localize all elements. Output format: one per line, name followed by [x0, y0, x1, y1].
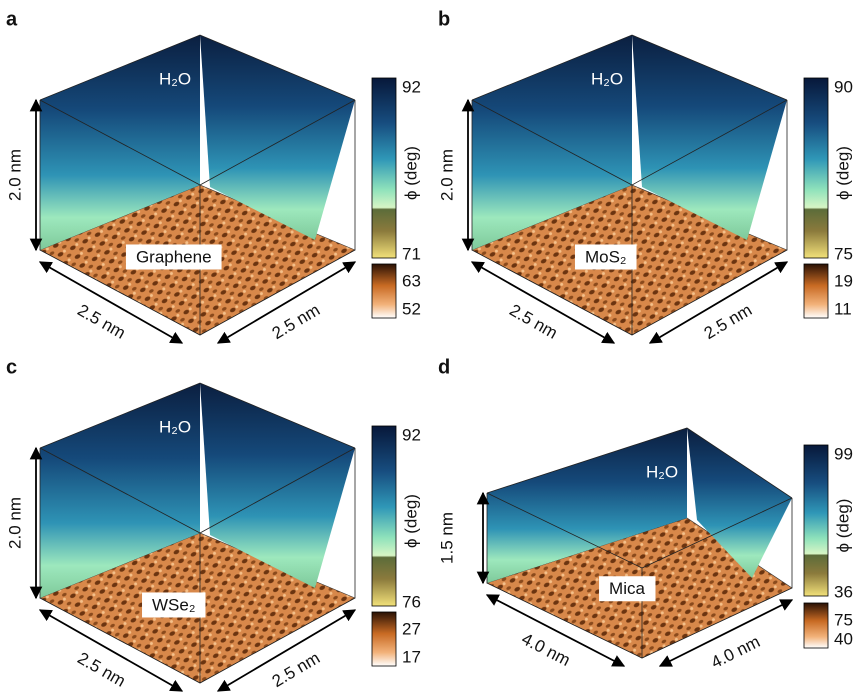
width-arrow: [38, 609, 184, 692]
colorbar-water: [371, 425, 397, 607]
panel: c H₂O WSe₂ 2.0 nm 2.5 nm 2.5 nm 92 76 27 17 ϕ (deg…: [5, 356, 421, 692]
depth-arrow: [216, 609, 357, 692]
water-label: H₂O: [159, 69, 191, 88]
width-label: 2.5 nm: [506, 300, 561, 342]
colorbar-tick-label: 92: [402, 425, 421, 444]
water-label: H₂O: [591, 69, 623, 88]
colorbar-surface: [803, 602, 829, 649]
colorbar-tick-label: 71: [402, 244, 421, 263]
colorbar-tick-label: 36: [834, 582, 853, 601]
water-wall-right: [687, 428, 792, 578]
colorbar-tick-label: 99: [834, 444, 853, 463]
colorbar-label: ϕ (deg): [833, 499, 852, 553]
width-arrow: [470, 261, 616, 344]
depth-arrow: [648, 261, 789, 344]
colorbar-tick-label: 63: [402, 271, 421, 290]
colorbar-tick-label: 11: [834, 299, 852, 318]
depth-arrow: [216, 261, 357, 344]
colorbar-label: ϕ (deg): [401, 146, 420, 200]
cube-outline: [486, 427, 793, 659]
width-arrow: [38, 261, 184, 344]
depth-label: 2.5 nm: [269, 300, 323, 343]
panel: b H₂O MoS₂ 2.0 nm 2.5 nm 2.5 nm 90 75 19 11 ϕ (deg…: [437, 8, 853, 344]
height-label: 2.0 nm: [437, 149, 456, 201]
water-label: H₂O: [646, 462, 678, 481]
water-label: H₂O: [159, 417, 191, 436]
panel: a H₂O Graphene 2.0 nm 2.5 nm 2.5 nm 92 71 63 52 ϕ …: [5, 8, 421, 344]
colorbar-tick-label: 40: [834, 629, 853, 648]
colorbar-water: [803, 444, 829, 597]
depth-label: 2.5 nm: [269, 648, 323, 691]
colorbar-tick-label: 19: [834, 271, 853, 290]
substrate-label: Mica: [609, 579, 645, 598]
substrate-label: MoS₂: [585, 247, 627, 266]
colorbar-tick-label: 17: [402, 647, 421, 666]
colorbar-tick-label: 27: [402, 619, 421, 638]
colorbar-tick-label: 75: [834, 610, 853, 629]
colorbar-tick-label: 92: [402, 77, 421, 96]
water-wall-right: [632, 35, 787, 240]
colorbar-surface: [371, 611, 397, 667]
colorbar-surface: [803, 263, 829, 319]
water-wall-left: [487, 428, 687, 583]
depth-arrow: [658, 599, 794, 667]
width-arrow: [485, 594, 626, 667]
width-label: 2.5 nm: [74, 648, 129, 690]
colorbar-water: [803, 77, 829, 259]
panel-letter: c: [6, 356, 17, 378]
panel-letter: a: [6, 8, 18, 30]
colorbar-surface: [371, 263, 397, 319]
colorbar-water: [371, 77, 397, 259]
panel-letter: d: [438, 356, 450, 378]
height-label: 1.5 nm: [437, 512, 456, 564]
substrate-label: WSe₂: [152, 595, 195, 614]
colorbar-label: ϕ (deg): [401, 494, 420, 548]
colorbar-tick-label: 76: [402, 592, 421, 611]
panel-letter: b: [438, 8, 450, 30]
width-label: 2.5 nm: [74, 300, 129, 342]
substrate-label: Graphene: [136, 247, 212, 266]
height-label: 2.0 nm: [5, 149, 24, 201]
depth-label: 2.5 nm: [701, 300, 755, 343]
colorbar-tick-label: 52: [402, 299, 421, 318]
water-wall-right: [200, 383, 355, 588]
colorbar-tick-label: 75: [834, 244, 853, 263]
colorbar-label: ϕ (deg): [833, 146, 852, 200]
colorbar-tick-label: 90: [834, 77, 853, 96]
height-label: 2.0 nm: [5, 497, 24, 549]
water-wall-right: [200, 35, 355, 240]
